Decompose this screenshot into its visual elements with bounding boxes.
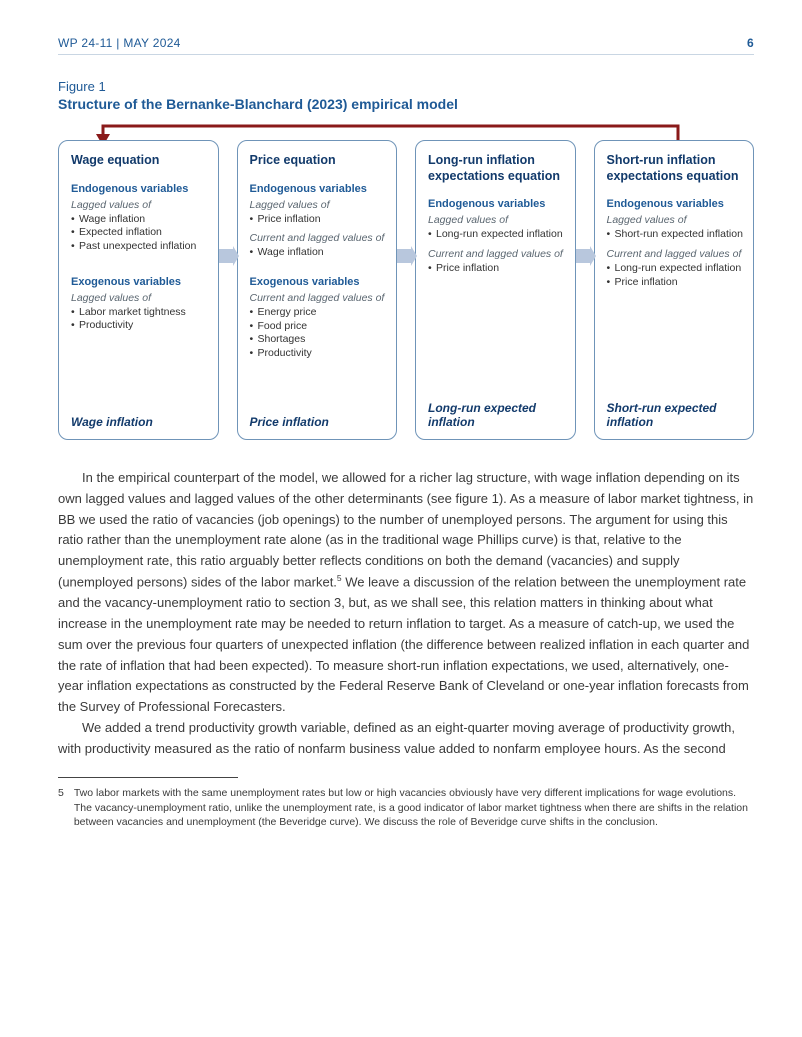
bullet-list: Price inflation: [250, 213, 387, 227]
list-item: Wage inflation: [71, 213, 208, 227]
bullet-list: Long-run expected inflation: [428, 228, 565, 242]
list-item: Price inflation: [607, 276, 744, 290]
wage-equation-box: Wage equation Endogenous variables Lagge…: [58, 140, 219, 440]
box-title: Price equation: [250, 153, 387, 169]
list-item: Energy price: [250, 306, 387, 320]
footnote-number: 5: [58, 786, 64, 829]
bullet-list: Price inflation: [428, 262, 565, 276]
bullet-list: Long-run expected inflation Price inflat…: [607, 262, 744, 289]
footnote-text: Two labor markets with the same unemploy…: [74, 786, 754, 829]
box-output: Long-run expected inflation: [428, 395, 565, 429]
section-head: Exogenous variables: [250, 276, 387, 288]
arrow-icon: [219, 246, 239, 266]
paragraph: In the empirical counterpart of the mode…: [58, 468, 754, 718]
list-item: Short-run expected inflation: [607, 228, 744, 242]
paragraph: We added a trend productivity growth var…: [58, 718, 754, 760]
arrow-icon: [397, 246, 417, 266]
box-title: Long-run inflation expectations equation: [428, 153, 565, 184]
subhead: Lagged values of: [71, 199, 208, 211]
list-item: Productivity: [250, 347, 387, 361]
list-item: Price inflation: [428, 262, 565, 276]
para-text: We leave a discussion of the relation be…: [58, 574, 749, 714]
section-head: Endogenous variables: [71, 183, 208, 195]
list-item: Labor market tightness: [71, 306, 208, 320]
body-text: In the empirical counterpart of the mode…: [58, 468, 754, 759]
box-output: Wage inflation: [71, 409, 208, 429]
figure-title: Structure of the Bernanke-Blanchard (202…: [58, 96, 754, 112]
bullet-list: Energy price Food price Shortages Produc…: [250, 306, 387, 361]
subhead: Current and lagged values of: [250, 232, 387, 244]
list-item: Long-run expected inflation: [607, 262, 744, 276]
bullet-list: Labor market tightness Productivity: [71, 306, 208, 333]
section-head: Endogenous variables: [428, 198, 565, 210]
box-output: Price inflation: [250, 409, 387, 429]
figure-block: Figure 1 Structure of the Bernanke-Blanc…: [58, 79, 754, 440]
subhead: Current and lagged values of: [607, 248, 744, 260]
list-item: Shortages: [250, 333, 387, 347]
figure-label: Figure 1: [58, 79, 754, 94]
list-item: Food price: [250, 320, 387, 334]
section-head: Endogenous variables: [607, 198, 744, 210]
list-item: Expected inflation: [71, 226, 208, 240]
short-run-expectations-box: Short-run inflation expectations equatio…: [594, 140, 755, 440]
header-left: WP 24-11 | MAY 2024: [58, 36, 181, 50]
list-item: Past unexpected inflation: [71, 240, 208, 254]
section-head: Endogenous variables: [250, 183, 387, 195]
subhead: Lagged values of: [71, 292, 208, 304]
arrow-icon: [576, 246, 596, 266]
page-header: WP 24-11 | MAY 2024 6: [58, 36, 754, 55]
subhead: Lagged values of: [250, 199, 387, 211]
list-item: Wage inflation: [250, 246, 387, 260]
long-run-expectations-box: Long-run inflation expectations equation…: [415, 140, 576, 440]
subhead: Current and lagged values of: [428, 248, 565, 260]
subhead: Lagged values of: [428, 214, 565, 226]
footnote-rule: [58, 777, 238, 778]
box-title: Wage equation: [71, 153, 208, 169]
list-item: Productivity: [71, 319, 208, 333]
section-head: Exogenous variables: [71, 276, 208, 288]
para-text: In the empirical counterpart of the mode…: [58, 470, 753, 589]
box-title: Short-run inflation expectations equatio…: [607, 153, 744, 184]
list-item: Long-run expected inflation: [428, 228, 565, 242]
price-equation-box: Price equation Endogenous variables Lagg…: [237, 140, 398, 440]
diagram: Wage equation Endogenous variables Lagge…: [58, 140, 754, 440]
bullet-list: Wage inflation Expected inflation Past u…: [71, 213, 208, 254]
bullet-list: Wage inflation: [250, 246, 387, 260]
bullet-list: Short-run expected inflation: [607, 228, 744, 242]
list-item: Price inflation: [250, 213, 387, 227]
subhead: Lagged values of: [607, 214, 744, 226]
page-number: 6: [747, 36, 754, 50]
subhead: Current and lagged values of: [250, 292, 387, 304]
box-output: Short-run expected inflation: [607, 395, 744, 429]
footnote: 5 Two labor markets with the same unempl…: [58, 786, 754, 829]
